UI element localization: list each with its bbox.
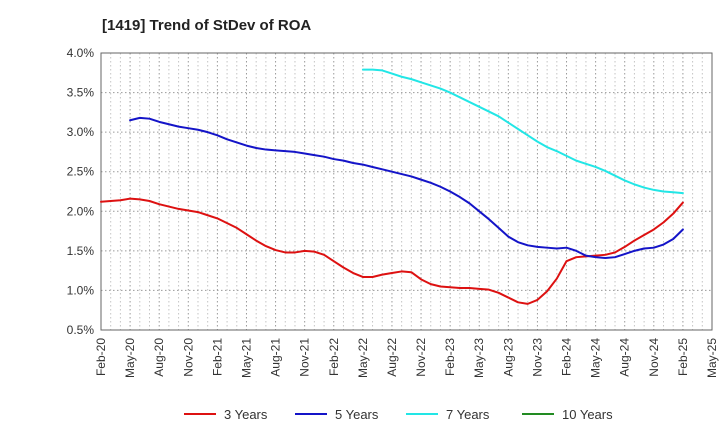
y-tick-label: 1.0%: [67, 283, 95, 297]
legend-label-10-years: 10 Years: [562, 407, 613, 422]
y-tick-label: 3.0%: [67, 125, 95, 139]
x-tick-label: Nov-22: [414, 338, 428, 377]
x-tick-label: Aug-24: [618, 338, 632, 377]
chart-title: [1419] Trend of StDev of ROA: [102, 17, 312, 34]
x-tick-label: May-25: [705, 338, 719, 378]
y-tick-label: 3.5%: [67, 86, 95, 100]
y-tick-label: 4.0%: [67, 46, 95, 60]
x-tick-label: May-22: [356, 338, 370, 378]
x-tick-label: Aug-22: [385, 338, 399, 377]
x-tick-label: May-23: [472, 338, 486, 378]
x-tick-label: May-21: [239, 338, 253, 378]
x-tick-label: Nov-20: [181, 338, 195, 377]
x-tick-label: Feb-20: [94, 338, 108, 376]
series-line-5-years: [129, 116, 684, 259]
legend-label-5-years: 5 Years: [335, 407, 379, 422]
x-tick-label: Nov-23: [530, 338, 544, 377]
plot-border: [100, 52, 713, 331]
x-tick-label: Feb-25: [676, 338, 690, 376]
legend-label-3-years: 3 Years: [224, 407, 268, 422]
y-tick-label: 1.5%: [67, 244, 95, 258]
y-tick-label: 2.0%: [67, 204, 95, 218]
x-tick-label: Feb-23: [443, 338, 457, 376]
series-line-7-years: [361, 68, 684, 195]
x-tick-label: Feb-24: [560, 338, 574, 376]
legend-label-7-years: 7 Years: [446, 407, 490, 422]
x-tick-label: Feb-21: [210, 338, 224, 376]
x-tick-label: Aug-23: [501, 338, 515, 377]
x-tick-label: Aug-20: [152, 338, 166, 377]
y-tick-label: 2.5%: [67, 165, 95, 179]
x-tick-label: May-20: [123, 338, 137, 378]
x-tick-label: May-24: [589, 338, 603, 378]
x-tick-label: Nov-21: [298, 338, 312, 377]
y-tick-label: 0.5%: [67, 323, 95, 337]
plot-area: [101, 53, 712, 330]
x-tick-label: Feb-22: [327, 338, 341, 376]
x-tick-label: Nov-24: [647, 338, 661, 377]
x-tick-label: Aug-21: [269, 338, 283, 377]
